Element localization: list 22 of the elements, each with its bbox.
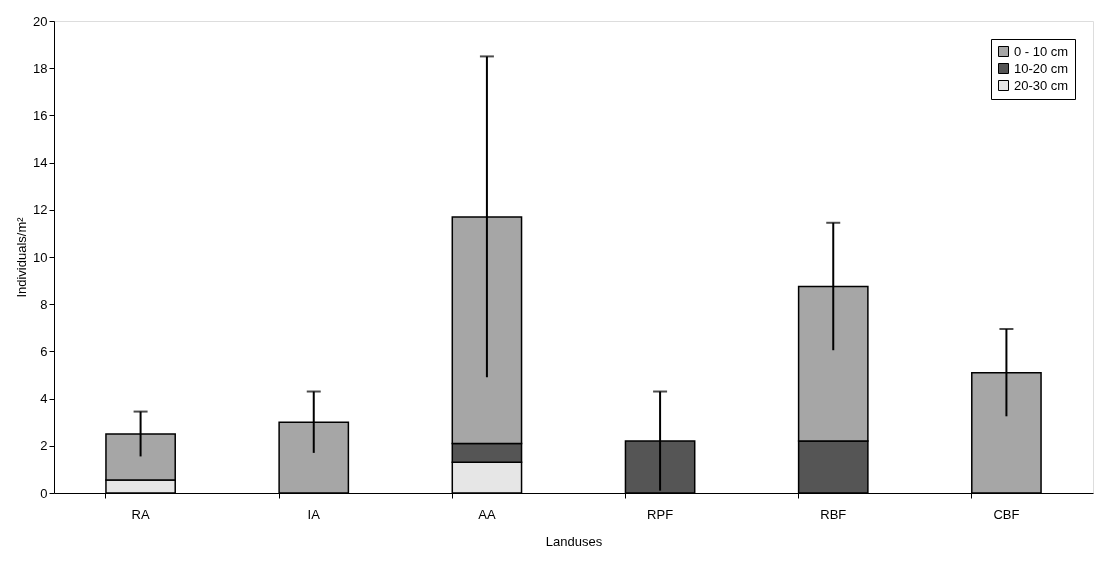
y-tick-label: 6 bbox=[40, 343, 48, 359]
y-tick-label: 14 bbox=[33, 155, 48, 171]
y-tick-label: 4 bbox=[40, 391, 48, 407]
y-tick-label: 20 bbox=[33, 13, 48, 29]
x-tick-label: AA bbox=[478, 506, 496, 522]
x-tick-label: RPF bbox=[647, 506, 674, 522]
y-tick-label: 10 bbox=[33, 249, 48, 265]
x-axis-title: Landuses bbox=[545, 533, 603, 549]
y-tick-label: 2 bbox=[40, 438, 48, 454]
y-tick-label: 18 bbox=[33, 60, 48, 76]
y-tick-label: 0 bbox=[40, 485, 48, 501]
y-tick-label: 16 bbox=[33, 107, 48, 123]
x-tick-label: RBF bbox=[820, 506, 847, 522]
legend-label: 20-30 cm bbox=[1014, 77, 1069, 93]
y-tick-label: 12 bbox=[33, 202, 48, 218]
legend-label: 10-20 cm bbox=[1014, 60, 1069, 76]
x-tick-label: CBF bbox=[993, 506, 1020, 522]
legend-label: 0 - 10 cm bbox=[1014, 43, 1069, 59]
x-tick-label: IA bbox=[307, 506, 321, 522]
y-tick-label: 8 bbox=[40, 296, 48, 312]
y-axis-title: Individuals/m² bbox=[14, 216, 30, 298]
x-tick-label: RA bbox=[131, 506, 150, 522]
